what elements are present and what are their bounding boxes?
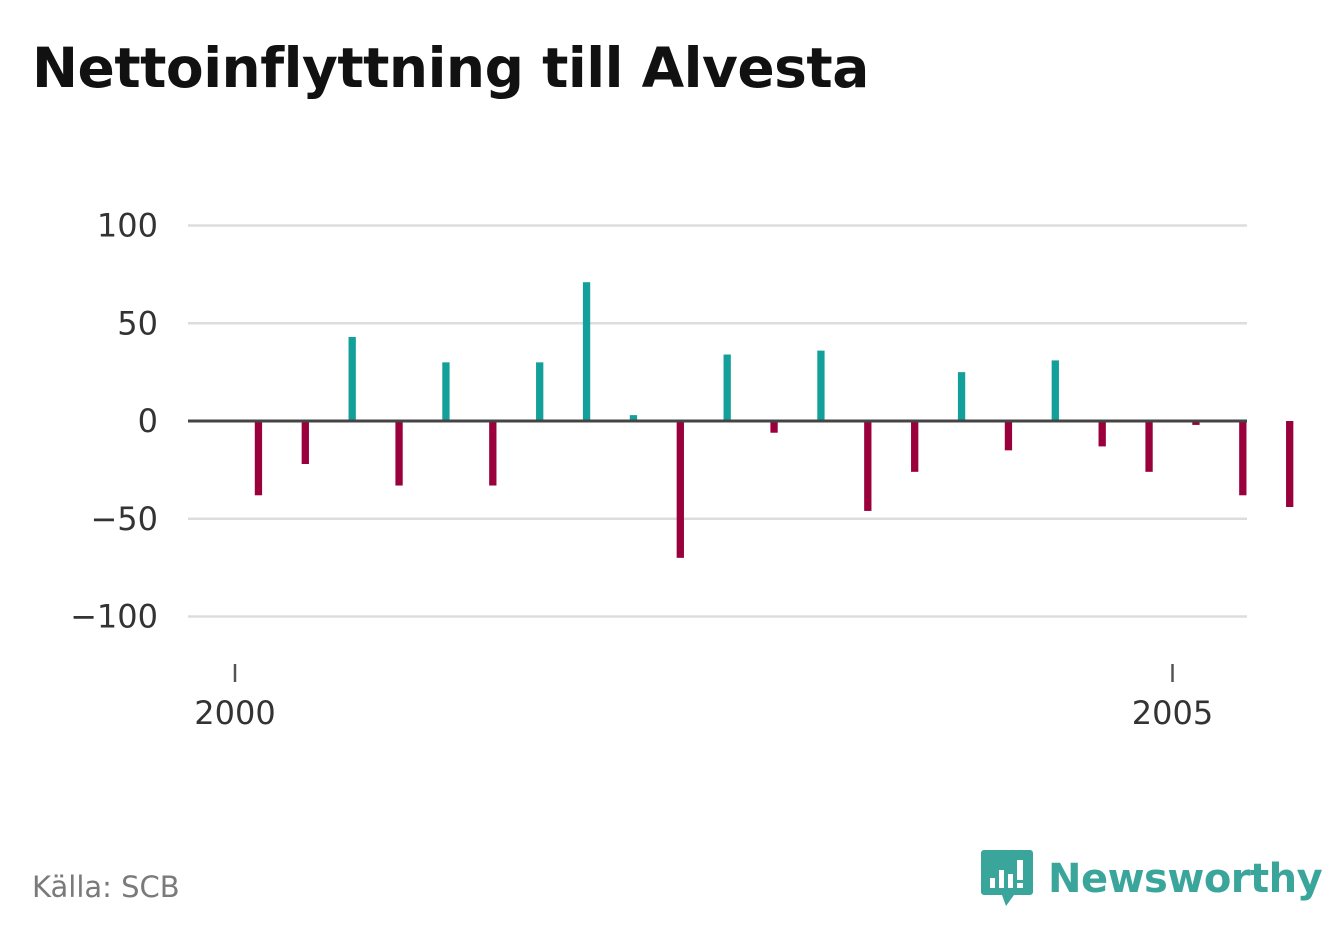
bar — [1145, 421, 1153, 472]
y-tick-label: −100 — [70, 598, 158, 636]
bar — [864, 421, 872, 511]
bar — [817, 350, 825, 421]
y-axis: 100 50 0 −50 −100 — [70, 207, 158, 636]
y-tick-label: 100 — [97, 207, 158, 245]
y-tick-label: 0 — [138, 402, 158, 440]
bar — [1051, 360, 1059, 421]
bar — [1286, 421, 1294, 508]
bars — [254, 282, 1294, 558]
bar — [254, 421, 263, 496]
bar — [582, 282, 591, 421]
bar — [629, 415, 638, 421]
bar — [536, 362, 544, 421]
bar — [1192, 421, 1200, 425]
chart-title: Nettoinflyttning till Alvesta — [32, 36, 869, 100]
bar — [395, 421, 403, 486]
bar — [676, 421, 684, 558]
x-axis: 200020052010201520202025 — [194, 664, 1213, 732]
bar — [1098, 421, 1106, 447]
bar — [442, 362, 450, 421]
brand-name: Newsworthy — [1048, 856, 1322, 902]
y-tick-label: −50 — [90, 500, 158, 538]
newsworthy-logo-icon — [981, 850, 1033, 906]
bar — [770, 421, 778, 433]
brand-logo: Newsworthy — [980, 848, 1322, 910]
bar — [957, 372, 966, 422]
bar — [911, 421, 919, 472]
x-tick-label: 2005 — [1132, 694, 1213, 732]
x-tick-label: 2000 — [194, 694, 275, 732]
bar — [1004, 421, 1013, 451]
bar — [489, 421, 497, 486]
gridlines — [188, 224, 1247, 618]
bar — [348, 336, 356, 421]
bar — [1239, 421, 1247, 496]
bar — [723, 354, 731, 421]
source-note: Källa: SCB — [32, 870, 180, 904]
bar — [301, 421, 309, 465]
y-tick-label: 50 — [117, 304, 158, 342]
